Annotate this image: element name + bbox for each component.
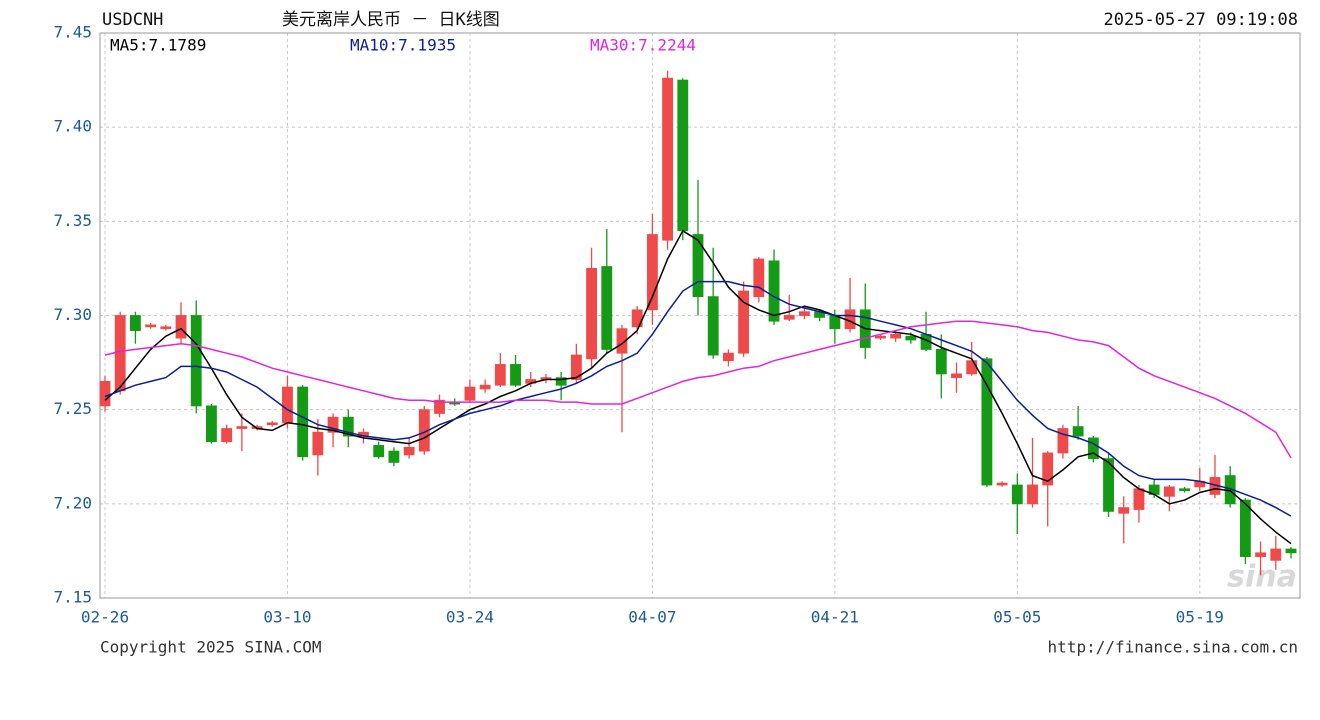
copyright: Copyright 2025 SINA.COM bbox=[100, 638, 322, 657]
legend-label: MA10:7.1935 bbox=[350, 36, 456, 55]
candle-body bbox=[1179, 488, 1190, 492]
x-tick-label: 02-26 bbox=[81, 608, 129, 627]
candle-body bbox=[388, 450, 400, 463]
candle-body bbox=[799, 311, 810, 316]
legend-label: MA5:7.1789 bbox=[110, 36, 206, 55]
candle-body bbox=[616, 328, 628, 354]
candle-body bbox=[875, 335, 886, 339]
candle-body bbox=[464, 386, 476, 401]
candle-body bbox=[1057, 428, 1069, 454]
candle-body bbox=[342, 416, 354, 437]
candle-body bbox=[1011, 484, 1023, 505]
candle-body bbox=[738, 290, 750, 354]
candle-body bbox=[434, 399, 445, 414]
candle-body bbox=[1042, 452, 1054, 486]
candle-body bbox=[753, 258, 765, 298]
ma-line bbox=[104, 280, 1292, 517]
x-tick-label: 03-24 bbox=[446, 608, 494, 627]
chart-title: 美元离岸人民币 － 日K线图 bbox=[282, 10, 500, 30]
candle-body bbox=[935, 348, 947, 375]
candle-body bbox=[510, 364, 521, 386]
candle-body bbox=[1239, 499, 1251, 557]
candle-body bbox=[601, 266, 613, 350]
y-tick-label: 7.35 bbox=[53, 211, 92, 230]
candle-body bbox=[129, 315, 141, 331]
candle-body bbox=[114, 315, 126, 392]
candle-body bbox=[160, 326, 172, 330]
y-tick-label: 7.45 bbox=[53, 23, 92, 42]
candle-body bbox=[312, 431, 324, 456]
legend-label: MA30:7.2244 bbox=[590, 36, 696, 55]
candle-body bbox=[951, 373, 962, 379]
candle-body bbox=[1118, 507, 1130, 514]
candle-body bbox=[1103, 458, 1114, 512]
y-tick-label: 7.25 bbox=[53, 399, 92, 418]
y-tick-label: 7.40 bbox=[53, 117, 92, 136]
candle-body bbox=[890, 333, 902, 339]
x-tick-label: 04-21 bbox=[811, 608, 859, 627]
candle-body bbox=[1163, 486, 1175, 497]
candle-body bbox=[1270, 548, 1282, 561]
symbol: USDCNH bbox=[102, 10, 163, 30]
candle-body bbox=[586, 268, 597, 360]
ma-line bbox=[104, 229, 1292, 545]
candle-body bbox=[677, 79, 689, 232]
y-tick-label: 7.20 bbox=[53, 493, 92, 512]
candle-body bbox=[1255, 552, 1267, 557]
candle-body bbox=[206, 405, 217, 443]
x-tick-label: 05-19 bbox=[1176, 608, 1224, 627]
candle-body bbox=[327, 416, 339, 433]
candle-body bbox=[662, 77, 674, 241]
candle-body bbox=[494, 364, 506, 386]
x-tick-label: 04-07 bbox=[628, 608, 676, 627]
candle-body bbox=[1027, 484, 1038, 505]
x-tick-label: 03-10 bbox=[263, 608, 311, 627]
plot-frame bbox=[99, 32, 1301, 599]
candle-body bbox=[145, 324, 157, 328]
candle-body bbox=[555, 377, 567, 386]
y-tick-label: 7.30 bbox=[53, 305, 92, 324]
candle-body bbox=[966, 360, 978, 375]
watermark: sina bbox=[1227, 560, 1297, 595]
candle-body bbox=[981, 358, 993, 486]
candle-body bbox=[221, 428, 233, 443]
candle-body bbox=[722, 352, 734, 362]
candle-body bbox=[479, 384, 491, 390]
x-tick-label: 05-05 bbox=[993, 608, 1041, 627]
candle-body bbox=[707, 296, 719, 356]
source-url: http://finance.sina.com.cn bbox=[1048, 638, 1298, 657]
candle-body bbox=[905, 335, 917, 341]
candle-body bbox=[403, 446, 415, 456]
candle-body bbox=[692, 234, 704, 298]
timestamp: 2025-05-27 09:19:08 bbox=[1104, 10, 1298, 30]
ma-line bbox=[104, 320, 1292, 459]
candle-body bbox=[297, 386, 309, 458]
candle-body bbox=[266, 422, 278, 426]
candle-body bbox=[236, 426, 248, 429]
candle-body bbox=[190, 315, 202, 407]
candle-body bbox=[996, 482, 1008, 486]
candle-body bbox=[783, 315, 795, 320]
candle-body bbox=[1285, 548, 1297, 554]
candle-body bbox=[1133, 488, 1145, 510]
y-tick-label: 7.15 bbox=[53, 588, 92, 607]
candle-body bbox=[1072, 426, 1084, 437]
candle-body bbox=[646, 234, 658, 311]
candle-body bbox=[175, 315, 187, 339]
candle-body bbox=[570, 354, 582, 380]
candle-body bbox=[373, 445, 385, 458]
candle-body bbox=[282, 386, 293, 424]
candle-body bbox=[99, 381, 111, 407]
candle-body bbox=[768, 260, 780, 322]
candle-body bbox=[1087, 437, 1099, 460]
